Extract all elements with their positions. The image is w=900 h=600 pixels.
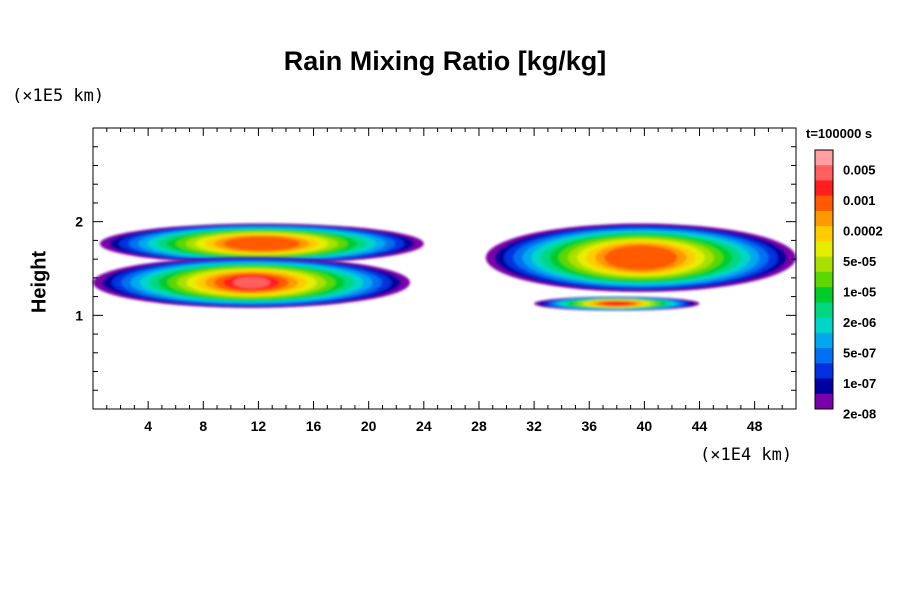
- x-tick-label: 16: [306, 418, 322, 434]
- colorbar-swatch: [815, 317, 833, 334]
- colorbar-swatch: [815, 302, 833, 319]
- x-tick-label: 24: [416, 418, 432, 434]
- colorbar-label: 2e-08: [843, 406, 876, 421]
- time-label: t=100000 s: [806, 126, 873, 141]
- x-tick-label: 36: [581, 418, 597, 434]
- colorbar-swatch: [815, 363, 833, 380]
- x-tick-label: 8: [199, 418, 207, 434]
- x-unit-label: (×1E4 km): [700, 445, 793, 465]
- colorbar-swatch: [815, 378, 833, 395]
- colorbar-swatch: [815, 271, 833, 288]
- y-tick-label: 1: [75, 307, 83, 323]
- colorbar-swatch: [815, 287, 833, 303]
- region-left-band-lower: [93, 257, 411, 308]
- x-tick-label: 4: [144, 418, 152, 434]
- colorbar-label: 0.005: [843, 163, 876, 178]
- region-left-band-upper: [99, 223, 424, 264]
- colorbar-swatch: [815, 180, 833, 197]
- x-tick-label: 12: [251, 418, 267, 434]
- contour-level-2: [602, 301, 632, 306]
- contour-level-3: [604, 245, 678, 271]
- x-tick-label: 40: [637, 418, 653, 434]
- y-tick-label: 2: [75, 214, 83, 230]
- colorbar-label: 5e-07: [843, 345, 876, 360]
- x-tick-label: 44: [692, 418, 708, 434]
- colorbar-swatch: [815, 256, 833, 273]
- x-tick-label: 20: [361, 418, 377, 434]
- colorbar-label: 5e-05: [843, 254, 876, 269]
- colorbar-label: 1e-07: [843, 376, 876, 391]
- colorbar-frame: [814, 149, 834, 410]
- colorbar-label: 0.001: [843, 193, 876, 208]
- colorbar-label: 0.0002: [843, 224, 883, 239]
- colorbar-label: 1e-05: [843, 284, 876, 299]
- y-unit-label: (×1E5 km): [12, 86, 105, 106]
- colorbar-swatch: [815, 195, 833, 212]
- contour-field: [93, 223, 796, 311]
- chart-title: Rain Mixing Ratio [kg/kg]: [283, 46, 607, 76]
- colorbar: 0.005 0.001 0.0002 5e-05 1e-05 2e-06 5e-07 1e-0…: [814, 149, 883, 421]
- colorbar-swatch: [815, 332, 833, 349]
- region-right-band-lower: [534, 296, 700, 311]
- colorbar-swatch: [815, 226, 833, 242]
- x-tick-label: 32: [526, 418, 542, 434]
- x-tick-label: 28: [471, 418, 487, 434]
- colorbar-swatch: [815, 150, 833, 166]
- colorbar-label: 2e-06: [843, 315, 876, 330]
- colorbar-swatch: [815, 210, 833, 227]
- region-right-band-upper: [485, 223, 796, 292]
- colorbar-swatch: [815, 393, 833, 410]
- colorbar-swatch: [815, 241, 833, 258]
- contour-level-1: [232, 276, 271, 289]
- x-tick-label: 48: [747, 418, 763, 434]
- plot-frame: [92, 127, 797, 410]
- contour-level-3: [223, 236, 300, 251]
- colorbar-swatch: [815, 348, 833, 364]
- colorbar-swatch: [815, 165, 833, 181]
